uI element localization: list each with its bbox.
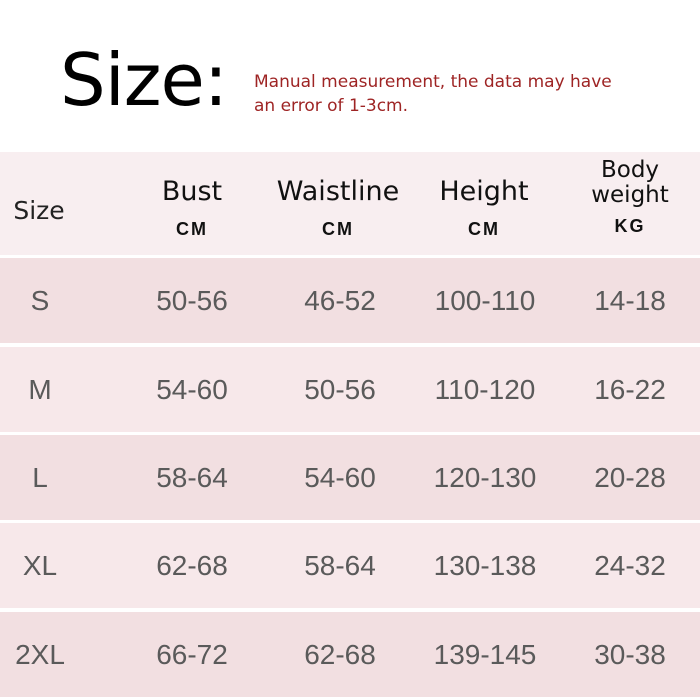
table-cell: 14-18 (594, 284, 666, 316)
table-row: L 58-64 54-60 120-130 20-28 (0, 435, 700, 520)
table-cell: 110-120 (434, 373, 536, 405)
table-cell: 20-28 (594, 461, 666, 493)
size-label: 2XL (15, 638, 65, 670)
table-cell: 54-60 (156, 373, 228, 405)
table-cell: 120-130 (433, 461, 537, 493)
header-size: Size (13, 196, 65, 225)
table-cell: 54-60 (304, 461, 376, 493)
table-cell: 46-52 (304, 284, 376, 316)
size-label: XL (22, 549, 58, 581)
table-cell: 16-22 (594, 373, 666, 405)
size-label: L (32, 461, 48, 493)
header-waistline: Waistline CM (276, 176, 400, 239)
header-height: Height CM (439, 176, 529, 239)
table-header: Size Bust CM Waistline CM Height CM Body… (0, 152, 700, 255)
table-cell: 50-56 (304, 373, 376, 405)
table-cell: 24-32 (594, 549, 666, 581)
table-row: S 50-56 46-52 100-110 14-18 (0, 258, 700, 343)
header-bust: Bust CM (161, 176, 223, 239)
table-cell: 58-64 (304, 549, 376, 581)
table-cell: 130-138 (433, 549, 537, 581)
table-cell: 50-56 (156, 284, 228, 316)
table-cell: 30-38 (594, 638, 666, 670)
measurement-note: Manual measurement, the data may have an… (254, 72, 612, 116)
table-row: 2XL 66-72 62-68 139-145 30-38 (0, 612, 700, 697)
table-cell: 66-72 (156, 638, 228, 670)
page-title: Size: (60, 38, 228, 122)
table-cell: 62-68 (156, 549, 228, 581)
table-cell: 58-64 (156, 461, 228, 493)
table-cell: 100-110 (434, 284, 536, 316)
table-row: XL 62-68 58-64 130-138 24-32 (0, 523, 700, 608)
table-cell: 139-145 (433, 638, 537, 670)
table-cell: 62-68 (304, 638, 376, 670)
header-body-weight: Body weight KG (591, 157, 669, 237)
size-label: S (30, 284, 50, 316)
table-row: M 54-60 50-56 110-120 16-22 (0, 347, 700, 432)
size-label: M (28, 373, 52, 405)
